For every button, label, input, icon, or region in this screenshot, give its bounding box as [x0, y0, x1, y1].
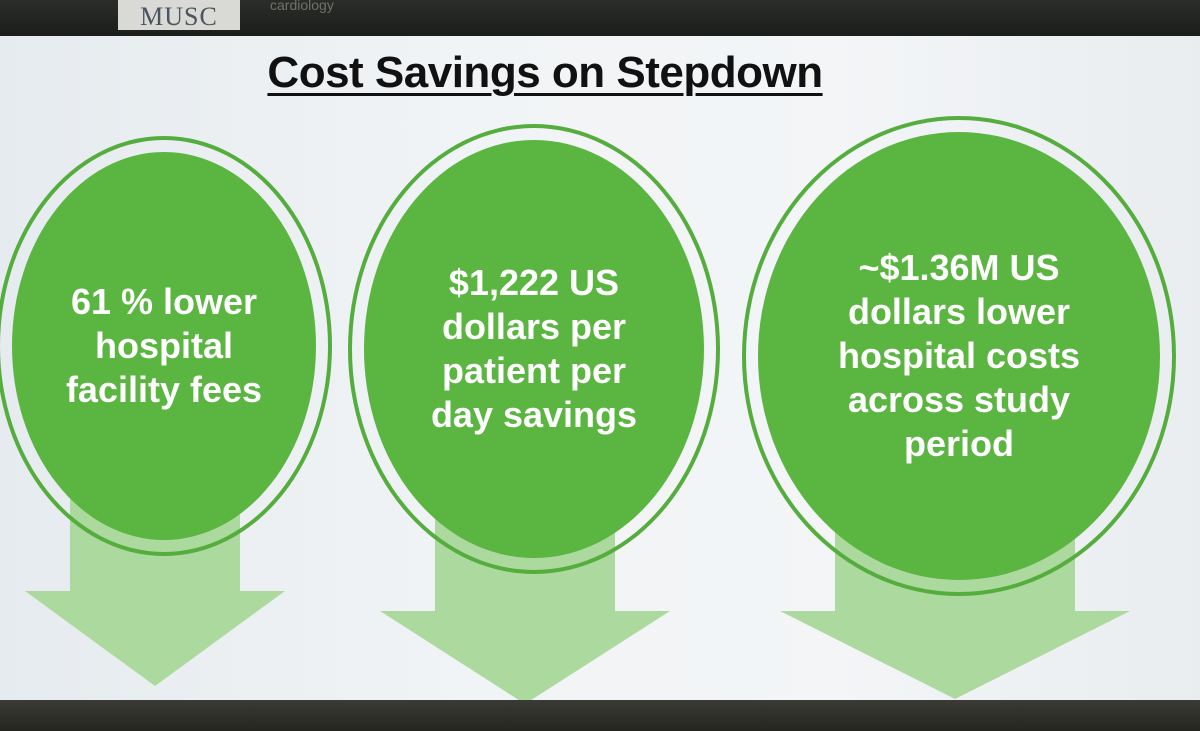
circle-1-text: 61 % lower hospital facility fees [65, 281, 263, 410]
presentation-slide: Cost Savings on Stepdown 61 % lower hosp… [0, 36, 1200, 700]
slide-title: Cost Savings on Stepdown [267, 48, 823, 97]
musc-logo: MUSC [118, 0, 240, 30]
savings-circle-2: $1,222 US dollars per patient per day sa… [364, 140, 704, 558]
circle-ring-1 [0, 136, 332, 556]
savings-circle-3: ~$1.36M US dollars lower hospital costs … [758, 132, 1160, 580]
circle-ring-3 [742, 116, 1176, 596]
circle-3-text: ~$1.36M US dollars lower hospital costs … [837, 247, 1081, 464]
top-bar: MUSC cardiology [0, 0, 1200, 40]
circle-2-text: $1,222 US dollars per patient per day sa… [430, 262, 638, 435]
savings-circle-1: 61 % lower hospital facility fees [12, 152, 316, 540]
logo-subtext: cardiology [270, 0, 334, 13]
bottom-bar [0, 700, 1200, 731]
circle-ring-2 [348, 124, 720, 574]
